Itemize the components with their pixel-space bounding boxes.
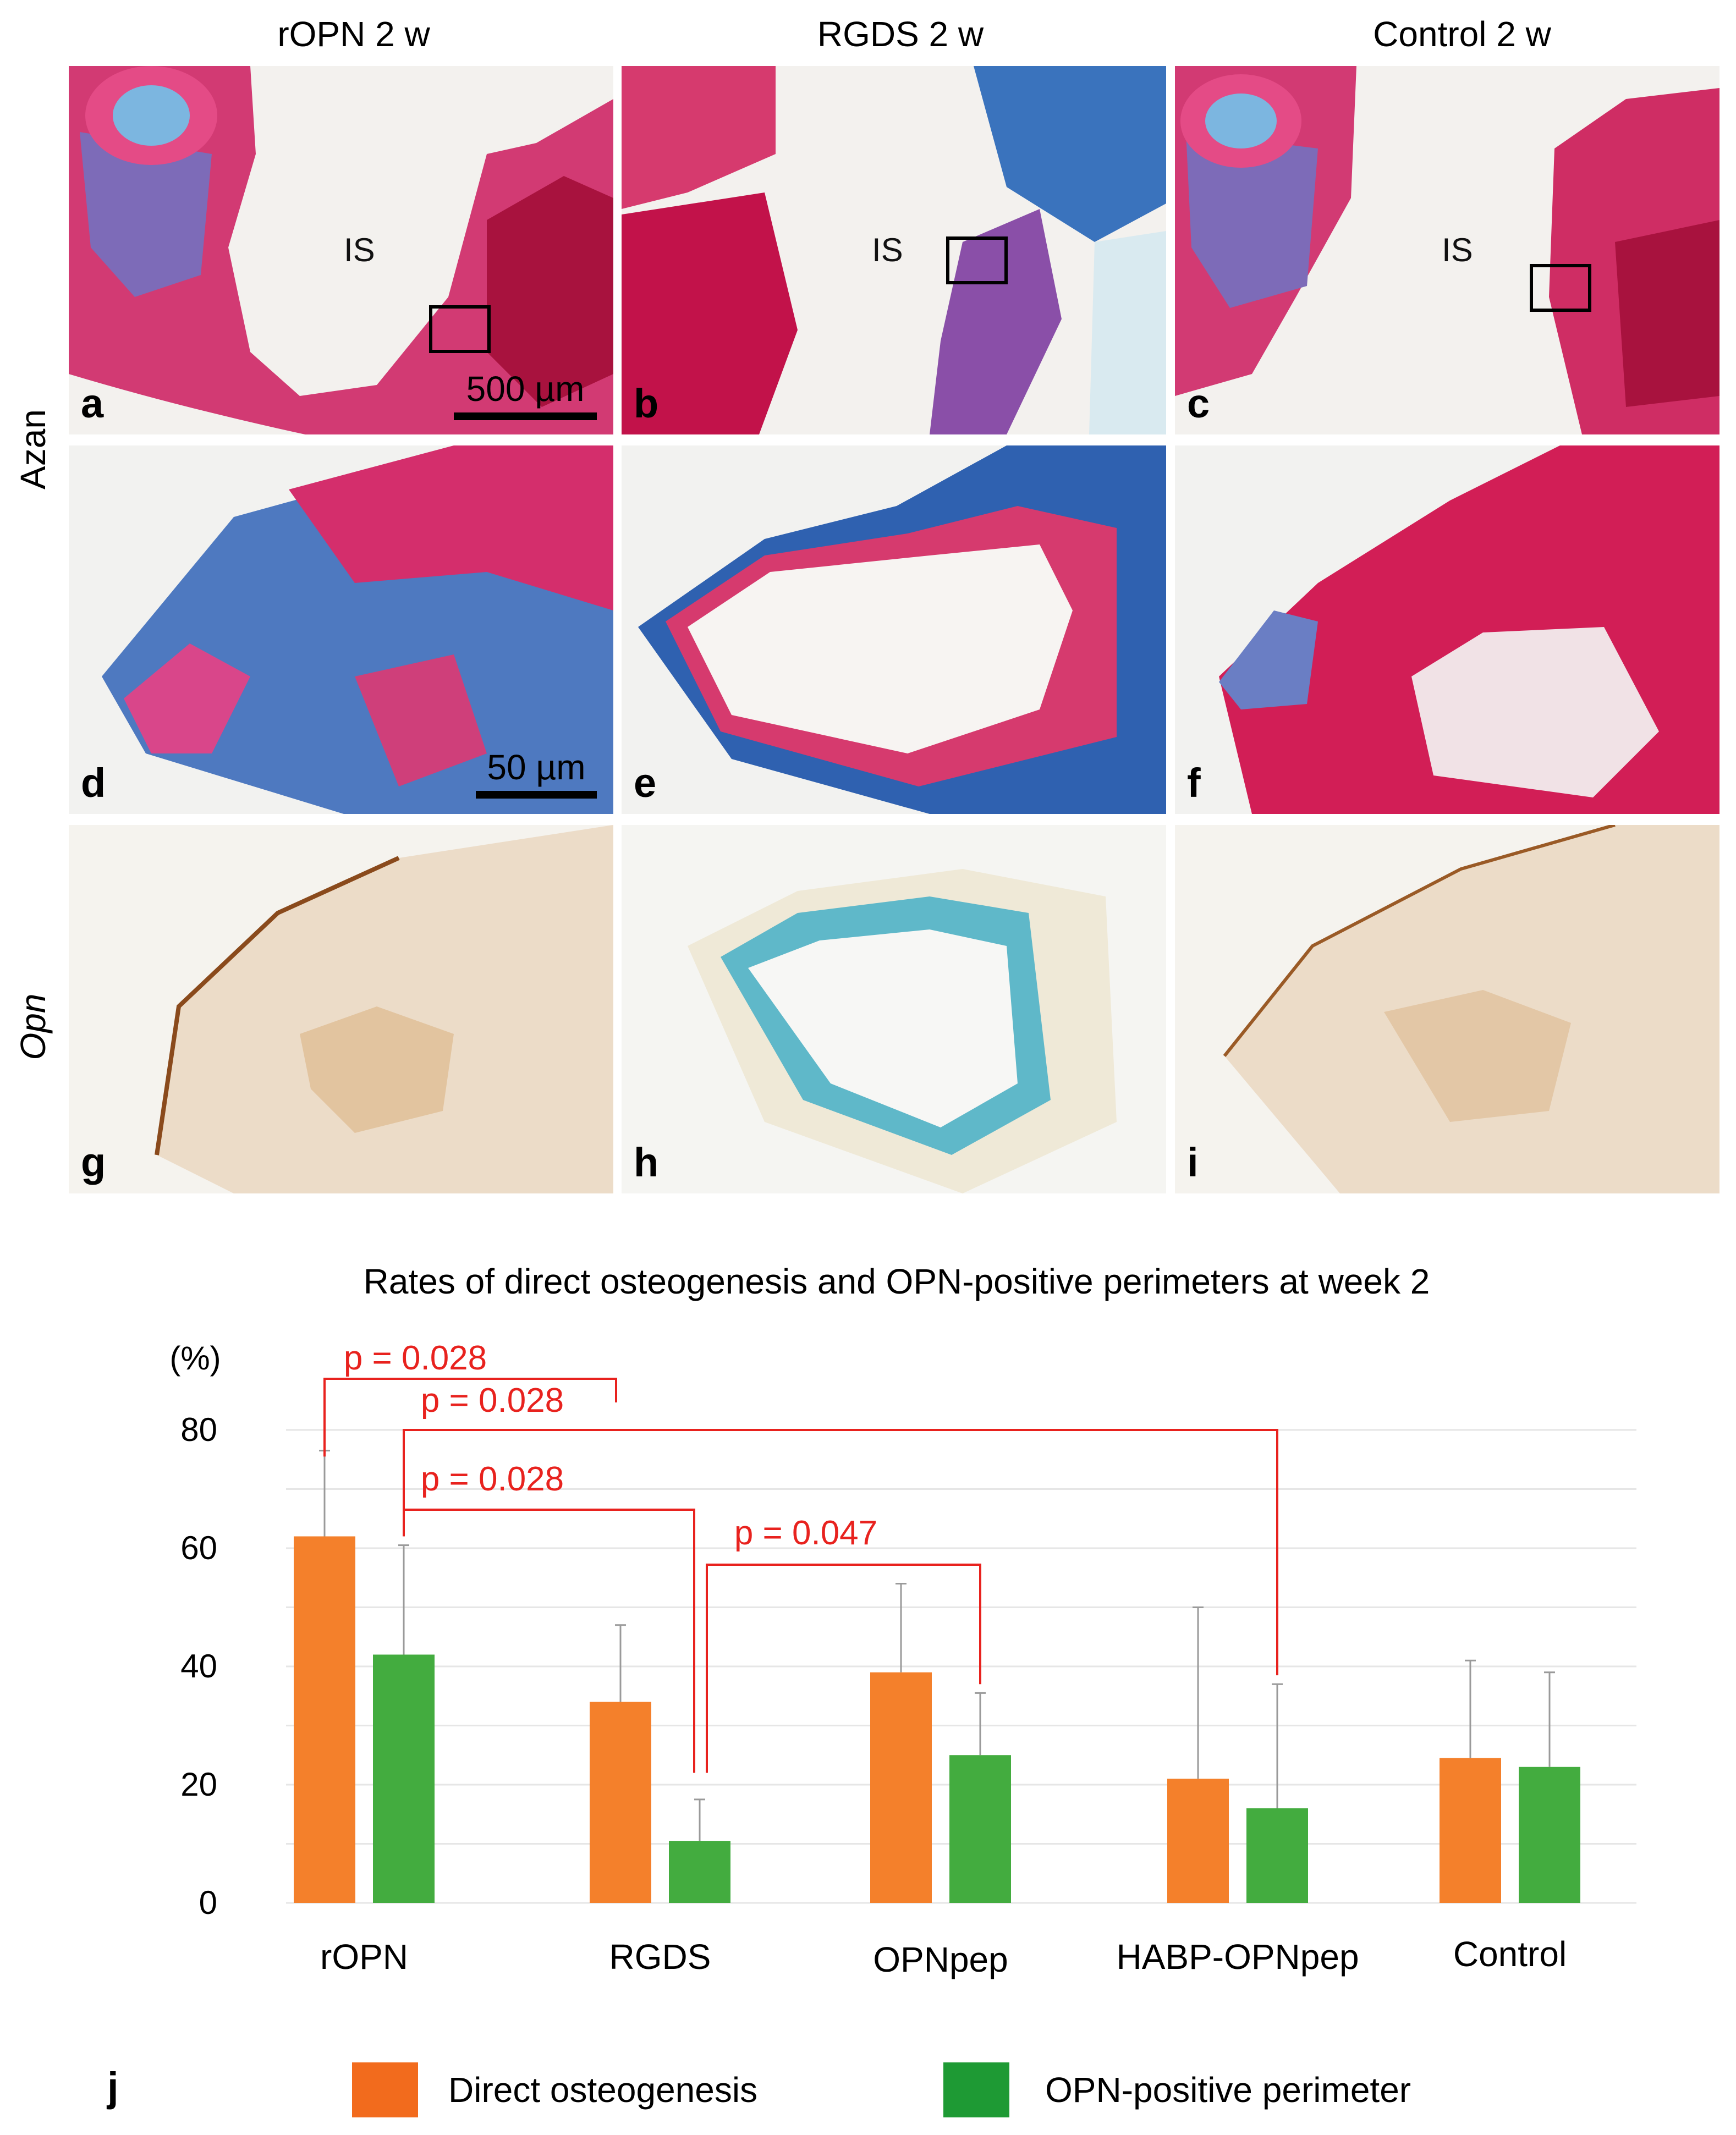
panel-b: IS b xyxy=(622,66,1166,434)
x-tick-label: HABP-OPNpep xyxy=(1116,1937,1359,1977)
legend-swatch-opn xyxy=(943,2062,1009,2117)
y-tick-label: 20 xyxy=(180,1766,217,1803)
bar-direct-3 xyxy=(1167,1779,1229,1903)
panel-i: i xyxy=(1175,825,1719,1193)
bar-direct-0 xyxy=(294,1536,355,1903)
x-tick-label: rOPN xyxy=(320,1937,408,1977)
column-title-rgds: RGDS 2 w xyxy=(817,14,984,54)
bar-opn-2 xyxy=(949,1755,1011,1903)
is-label-a: IS xyxy=(344,232,375,268)
significance-label: p = 0.028 xyxy=(344,1339,487,1377)
bar-opn-4 xyxy=(1519,1767,1580,1903)
significance-bracket xyxy=(706,1564,981,1773)
column-title-control: Control 2 w xyxy=(1373,14,1551,54)
significance-label: p = 0.028 xyxy=(421,1460,564,1498)
bar-chart: Rates of direct osteogenesis and OPN-pos… xyxy=(106,1262,1636,2117)
bar-direct-1 xyxy=(590,1702,651,1903)
panel-label-e: e xyxy=(634,760,657,806)
panel-label-b: b xyxy=(634,381,659,426)
panel-e: e xyxy=(622,445,1166,814)
panel-label-h: h xyxy=(634,1140,659,1185)
panel-f: f xyxy=(1175,445,1719,814)
chart-title: Rates of direct osteogenesis and OPN-pos… xyxy=(364,1262,1430,1301)
y-tick-label: 0 xyxy=(199,1884,217,1921)
scale-bar-label: 500 µm xyxy=(466,369,585,409)
x-tick-label: RGDS xyxy=(609,1937,711,1977)
panel-label-g: g xyxy=(81,1140,106,1185)
column-title-ropn: rOPN 2 w xyxy=(277,14,430,54)
bar-direct-2 xyxy=(870,1672,932,1903)
scale-bar-500um: 500 µm xyxy=(454,368,597,420)
panel-label-f: f xyxy=(1187,760,1201,806)
bar-opn-3 xyxy=(1246,1808,1308,1903)
legend-label-direct: Direct osteogenesis xyxy=(448,2070,757,2110)
panel-label-i: i xyxy=(1187,1140,1199,1185)
panel-a: IS 500 µm a xyxy=(69,66,613,434)
panel-c: IS c xyxy=(1175,66,1719,434)
legend-label-opn: OPN-positive perimeter xyxy=(1045,2070,1411,2110)
inset-box-c xyxy=(1530,264,1591,312)
legend-swatch-direct xyxy=(352,2062,418,2117)
panel-g: g xyxy=(69,825,613,1193)
y-tick-label: 80 xyxy=(180,1411,217,1448)
scale-bar-label-d: 50 µm xyxy=(487,747,586,787)
is-label-c: IS xyxy=(1442,232,1473,268)
bar-opn-1 xyxy=(669,1841,730,1903)
panel-label-j: j xyxy=(106,2064,119,2110)
significance-bracket xyxy=(403,1429,1278,1676)
row-label-azan: Azan xyxy=(13,409,53,489)
significance-bracket xyxy=(323,1378,617,1457)
panel-label-d: d xyxy=(81,760,106,806)
inset-box-b xyxy=(946,236,1008,284)
scale-bar-50um: 50 µm xyxy=(476,747,597,799)
significance-label: p = 0.047 xyxy=(734,1514,877,1552)
row-label-opn: Opn xyxy=(13,993,53,1060)
panel-label-c: c xyxy=(1187,381,1210,426)
y-tick-label: 60 xyxy=(180,1529,217,1566)
x-tick-label: Control xyxy=(1453,1934,1567,1974)
bar-direct-4 xyxy=(1440,1758,1501,1903)
is-label-b: IS xyxy=(872,232,903,268)
y-axis-unit: (%) xyxy=(169,1340,221,1377)
inset-box-a xyxy=(429,305,491,353)
panel-d: 50 µm d xyxy=(69,445,613,814)
y-tick-label: 40 xyxy=(180,1648,217,1685)
significance-label: p = 0.028 xyxy=(421,1382,564,1419)
bar-opn-0 xyxy=(373,1654,435,1903)
panel-h: h xyxy=(622,825,1166,1193)
x-tick-label: OPNpep xyxy=(873,1940,1008,1979)
panel-label-a: a xyxy=(81,381,104,426)
significance-bracket xyxy=(403,1509,695,1773)
